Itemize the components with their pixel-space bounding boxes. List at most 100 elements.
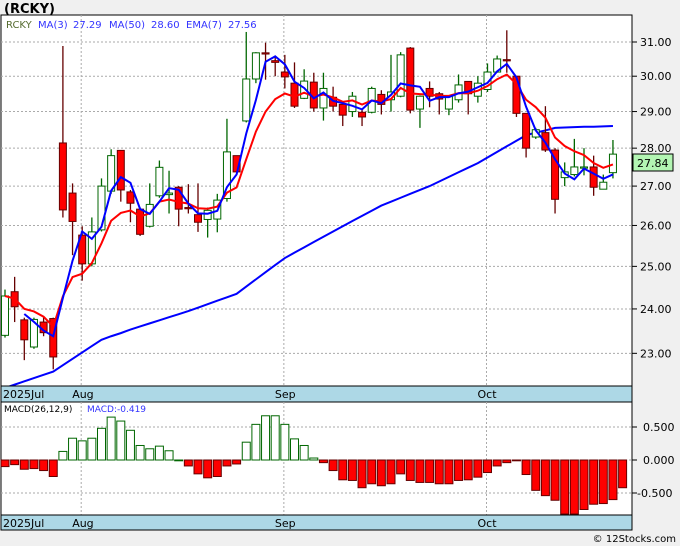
macd-legend-label: MACD(26,12,9) — [4, 405, 72, 415]
macd-bar-negative — [193, 459, 203, 475]
candle-down — [358, 111, 367, 118]
date-label: Sep — [275, 388, 296, 401]
macd-bar-negative — [347, 459, 357, 481]
candle-down — [261, 52, 270, 55]
macd-bar-positive — [270, 415, 280, 461]
date-label: 2025Jul — [3, 517, 44, 530]
macd-bar-negative — [589, 459, 599, 505]
macd-bar-negative — [608, 459, 618, 501]
macd-bar-positive — [251, 423, 261, 461]
price-date-axis — [0, 385, 633, 403]
macd-bar-negative — [222, 459, 232, 467]
macd-date-axis — [0, 514, 633, 531]
price-tick-label: 30.00 — [640, 70, 672, 83]
candle-down — [502, 59, 511, 62]
last-price-label: 27.84 — [637, 157, 669, 170]
last-price-box — [632, 153, 674, 172]
candle-down — [184, 207, 193, 210]
legend-symbol: RCKY — [6, 20, 33, 31]
macd-tick-label: 0.000 — [643, 454, 675, 467]
legend-ema7-value: 27.56 — [228, 20, 257, 31]
date-label: Aug — [72, 517, 93, 530]
candle-up — [608, 153, 617, 174]
candle-up — [29, 318, 38, 348]
candle-down — [136, 208, 145, 235]
macd-bar-negative — [48, 459, 58, 477]
macd-bar-positive — [309, 457, 319, 461]
macd-bar-positive — [164, 450, 174, 461]
macd-bars — [0, 415, 628, 515]
candle-down — [49, 318, 58, 358]
macd-bar-negative — [328, 459, 338, 472]
legend-ma50-value: 28.60 — [151, 20, 180, 31]
candle-up — [570, 166, 579, 176]
price-tick-label: 23.00 — [640, 347, 672, 360]
macd-bar-negative — [511, 459, 521, 462]
macd-bar-negative — [444, 459, 454, 485]
date-label: Sep — [275, 517, 296, 530]
ma3-line — [23, 55, 614, 338]
macd-legend-value: MACD:-0.419 — [87, 405, 146, 415]
candle-up — [599, 181, 608, 190]
candle-down — [194, 214, 202, 223]
macd-bar-negative — [232, 459, 242, 465]
macd-bar-positive — [290, 438, 299, 461]
candle-up — [97, 185, 106, 231]
date-label: 2025Jul — [3, 388, 44, 401]
macd-bar-positive — [145, 448, 155, 461]
price-tick-label: 25.00 — [640, 260, 672, 273]
macd-bar-negative — [425, 459, 435, 483]
date-label: Oct — [478, 517, 498, 530]
macd-bar-negative — [367, 459, 377, 485]
macd-bar-positive — [154, 445, 164, 461]
macd-date-labels: 2025Jul Aug Sep Oct — [3, 517, 497, 530]
macd-bar-negative — [502, 459, 512, 464]
macd-bar-negative — [10, 459, 20, 466]
candle-down — [406, 47, 415, 111]
macd-tick-label: -0.500 — [637, 487, 672, 500]
footer-credit: © 12Stocks.com — [593, 534, 676, 545]
candle-up — [251, 52, 260, 80]
macd-bar-negative — [415, 459, 425, 483]
macd-bar-positive — [106, 416, 116, 461]
macd-tick-label: 0.500 — [643, 421, 675, 434]
macd-bar-positive — [280, 423, 290, 461]
legend-ema7-label: EMA(7) — [186, 20, 222, 31]
candle-down — [589, 166, 598, 188]
macd-bar-negative — [405, 459, 415, 481]
price-tick-label: 27.00 — [640, 180, 672, 193]
macd-bar-negative — [473, 459, 483, 478]
macd-bar-negative — [357, 459, 367, 489]
chart-title: (RCKY) — [4, 2, 55, 17]
candle-up — [155, 166, 164, 197]
macd-bar-negative — [454, 459, 464, 481]
candle-down — [20, 319, 29, 341]
macd-bar-positive — [77, 440, 87, 461]
price-legend: RCKY MA(3) 27.29 MA(50) 28.60 EMA(7) 27.… — [6, 20, 257, 31]
ma50-path — [4, 125, 613, 389]
macd-bar-negative — [29, 459, 39, 470]
candle-down — [522, 112, 531, 149]
candle-down — [338, 103, 347, 116]
macd-bar-negative — [338, 459, 348, 481]
macd-bar-negative — [463, 459, 473, 481]
macd-bar-positive — [116, 420, 126, 461]
legend-ma3-label: MA(3) — [38, 20, 68, 31]
macd-bar-negative — [203, 459, 213, 479]
macd-bar-negative — [560, 459, 570, 515]
price-panel — [0, 14, 633, 387]
ma50-line — [4, 125, 613, 389]
price-date-labels: 2025Jul Aug Sep Oct — [3, 388, 497, 401]
ema7-line — [4, 73, 614, 329]
macd-bar-positive — [241, 441, 251, 461]
ma-lines — [4, 55, 614, 338]
macd-bar-negative — [569, 459, 579, 515]
candle-down — [116, 149, 125, 191]
macd-bar-negative — [492, 459, 502, 467]
date-label: Aug — [72, 388, 93, 401]
candle-up — [348, 95, 357, 113]
macd-bar-negative — [376, 459, 386, 487]
macd-bar-positive — [261, 415, 271, 461]
candle-up — [415, 95, 424, 110]
macd-bar-negative — [521, 459, 531, 476]
